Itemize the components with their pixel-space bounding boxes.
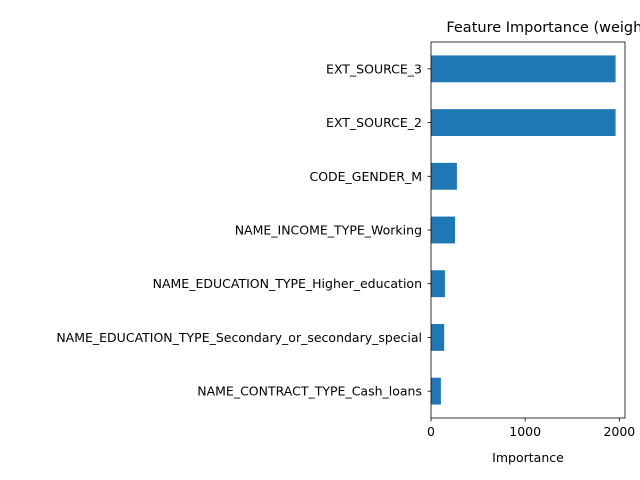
category-label: CODE_GENDER_M (309, 169, 422, 184)
x-tick-label: 2000 (603, 424, 635, 439)
chart-title: Feature Importance (weight) (446, 20, 640, 36)
category-label: NAME_EDUCATION_TYPE_Higher_education (153, 276, 422, 291)
x-axis-label: Importance (492, 450, 564, 465)
plot-frame (430, 41, 626, 419)
category-label: EXT_SOURCE_3 (326, 61, 422, 76)
bar-code-gender-m (431, 162, 457, 190)
category-label: NAME_CONTRACT_TYPE_Cash_loans (197, 384, 422, 399)
category-label: NAME_INCOME_TYPE_Working (235, 223, 422, 238)
x-tick-label: 1000 (509, 424, 541, 439)
axes-frame (430, 41, 626, 419)
category-labels-group: EXT_SOURCE_3 EXT_SOURCE_2 CODE_GENDER_M NAM… (56, 61, 431, 399)
bars-group (431, 55, 616, 405)
x-ticks-group: 0 1000 2000 (427, 418, 635, 439)
bar-name-contract-type-cash-loans (431, 377, 441, 405)
bar-name-education-type-secondary-or-secondary-special (431, 324, 445, 351)
bar-name-income-type-working (431, 216, 456, 244)
bar-ext-source-2 (431, 109, 616, 136)
category-label: NAME_EDUCATION_TYPE_Secondary_or_seconda… (56, 330, 422, 345)
bar-name-education-type-higher-education (431, 270, 445, 298)
bar-ext-source-3 (431, 55, 616, 83)
x-tick-label: 0 (427, 424, 435, 439)
category-label: EXT_SOURCE_2 (326, 115, 422, 130)
